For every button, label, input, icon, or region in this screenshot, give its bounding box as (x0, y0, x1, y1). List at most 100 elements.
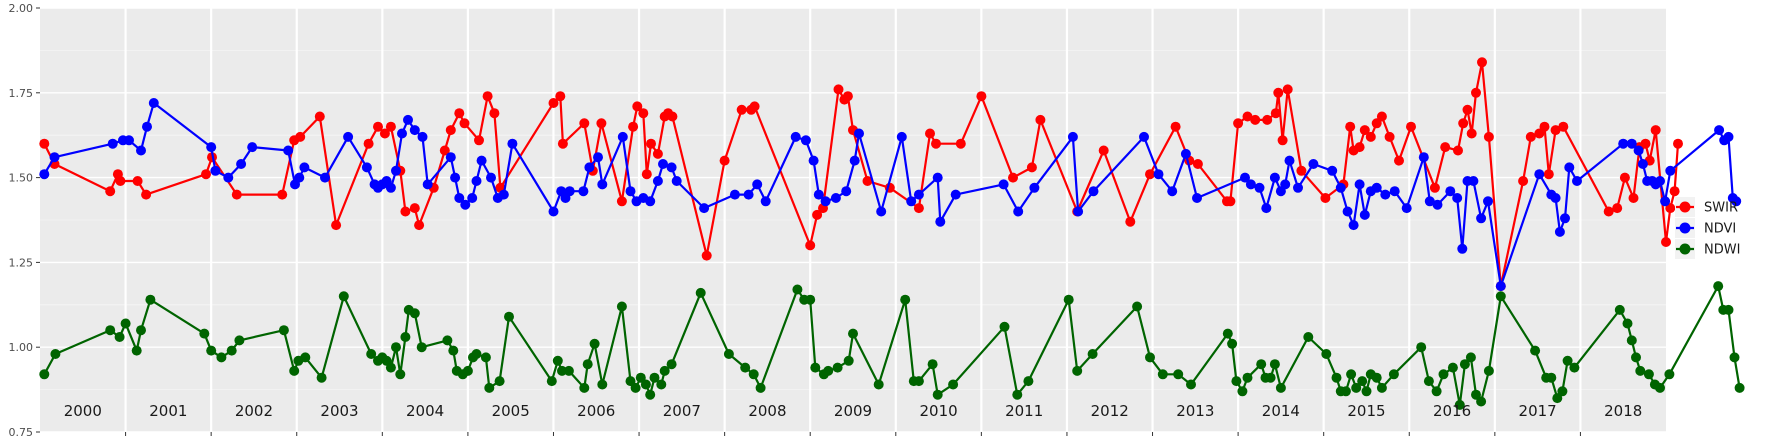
data-point-ndvi (760, 196, 771, 207)
data-point-ndwi (1222, 328, 1233, 339)
data-point-ndwi (385, 362, 396, 373)
data-point-swir (1365, 131, 1376, 142)
data-point-ndwi (810, 362, 821, 373)
data-point-ndvi (813, 189, 824, 200)
year-label: 2006 (577, 402, 615, 420)
data-point-swir (1282, 84, 1293, 95)
data-point-ndvi (1445, 186, 1456, 197)
data-point-ndvi (409, 125, 420, 136)
data-point-swir (1125, 216, 1136, 227)
data-point-ndwi (666, 359, 677, 370)
data-point-ndwi (1546, 372, 1557, 383)
data-point-ndwi (199, 328, 210, 339)
data-point-swir (596, 118, 607, 129)
data-point-ndwi (1157, 369, 1168, 380)
data-point-ndvi (1293, 182, 1303, 193)
data-point-swir (1603, 206, 1614, 217)
data-point-ndwi (546, 376, 557, 387)
data-point-ndvi (1457, 243, 1468, 254)
data-point-swir (1518, 176, 1529, 186)
data-point-swir (805, 240, 816, 251)
data-point-ndvi (1483, 196, 1493, 207)
year-label: 2009 (834, 402, 872, 420)
data-point-swir (555, 91, 566, 102)
data-point-ndwi (1256, 359, 1267, 370)
year-label: 2012 (1091, 402, 1129, 420)
data-point-swir (1483, 131, 1494, 142)
data-point-swir (842, 91, 853, 102)
data-point-ndvi (1088, 186, 1099, 197)
data-point-swir (489, 108, 500, 119)
data-point-ndwi (289, 365, 300, 376)
data-point-ndwi (843, 355, 854, 366)
data-point-swir (39, 138, 50, 149)
data-point-swir (628, 121, 639, 132)
data-point-ndwi (1072, 365, 1083, 376)
data-point-ndvi (1637, 159, 1648, 169)
data-point-swir (1354, 142, 1365, 153)
data-point-ndwi (1063, 294, 1074, 305)
year-label: 2018 (1604, 402, 1642, 420)
data-point-ndwi (755, 382, 766, 393)
data-point-ndwi (1476, 396, 1487, 407)
data-point-swir (1406, 121, 1416, 132)
data-point-ndwi (582, 359, 593, 370)
year-label: 2004 (406, 402, 444, 420)
data-point-ndvi (1572, 176, 1582, 186)
data-point-ndvi (1335, 182, 1346, 193)
data-point-ndwi (932, 389, 943, 400)
data-point-ndwi (630, 382, 641, 393)
data-point-swir (1384, 131, 1395, 142)
data-point-ndvi (283, 145, 294, 156)
data-point-ndwi (1626, 335, 1637, 346)
data-point-ndvi (320, 172, 330, 183)
data-point-ndvi (1013, 206, 1024, 217)
data-point-ndvi (422, 179, 433, 190)
data-point-ndvi (808, 155, 819, 166)
data-point-ndwi (616, 301, 627, 312)
data-point-ndvi (1180, 148, 1191, 159)
data-point-ndwi (913, 376, 924, 387)
data-point-ndvi (1284, 155, 1295, 166)
data-point-ndvi (445, 152, 456, 163)
data-point-swir (1098, 145, 1109, 156)
data-point-ndwi (316, 372, 327, 383)
data-point-swir (1371, 118, 1382, 129)
data-point-ndvi (1633, 145, 1644, 156)
grid-lines (40, 7, 1666, 433)
data-point-ndvi (1192, 193, 1202, 203)
data-point-ndvi (1254, 182, 1265, 193)
data-point-ndwi (900, 294, 911, 305)
data-point-ndvi (584, 162, 595, 173)
data-point-swir (1466, 128, 1477, 139)
data-point-swir (557, 138, 568, 149)
data-point-ndvi (1240, 172, 1250, 183)
data-point-ndwi (480, 352, 491, 363)
data-point-swir (231, 189, 242, 200)
data-point-ndwi (656, 379, 667, 390)
data-point-ndwi (589, 338, 600, 349)
data-point-ndvi (1327, 165, 1338, 176)
data-point-swir (1458, 118, 1469, 129)
data-point-ndvi (729, 189, 740, 200)
data-point-ndvi (1655, 176, 1665, 186)
data-point-ndwi (1530, 345, 1541, 356)
data-point-swir (1277, 135, 1288, 146)
year-label: 2016 (1433, 402, 1471, 420)
data-point-ndvi (666, 162, 677, 173)
data-point-ndwi (1729, 352, 1740, 363)
data-point-swir (1471, 87, 1481, 98)
data-point-swir (925, 128, 935, 139)
legend-label-ndvi: NDVI (1704, 222, 1736, 237)
data-point-ndvi (1348, 220, 1359, 231)
data-point-ndwi (635, 372, 646, 383)
data-point-ndvi (403, 114, 413, 125)
year-label: 2015 (1347, 402, 1385, 420)
data-point-swir (1273, 87, 1284, 98)
data-point-swir (1250, 114, 1261, 125)
data-point-ndwi (409, 308, 420, 319)
data-point-ndvi (299, 162, 310, 173)
data-point-ndvi (467, 193, 478, 203)
data-point-ndwi (597, 379, 608, 390)
data-point-ndwi (504, 311, 514, 322)
